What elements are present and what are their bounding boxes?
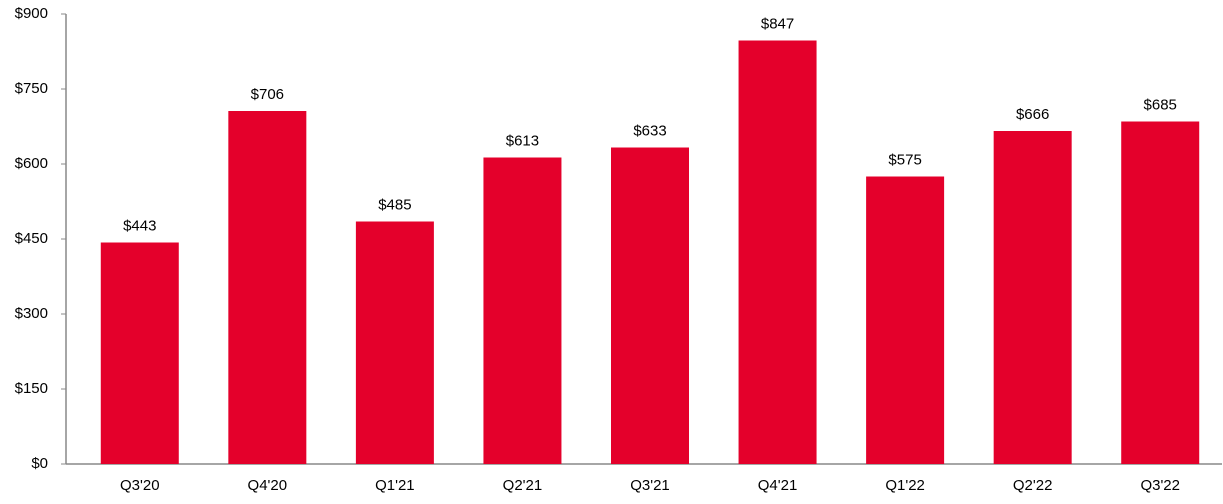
bar <box>1121 121 1200 464</box>
data-label: $666 <box>1016 106 1049 123</box>
bar <box>355 221 434 464</box>
x-tick-label: Q3'20 <box>120 477 160 494</box>
bar <box>866 176 945 464</box>
y-tick-label: $750 <box>15 80 48 97</box>
y-tick-label: $600 <box>15 155 48 172</box>
data-label: $847 <box>761 15 794 32</box>
x-tick-label: Q3'22 <box>1140 477 1180 494</box>
y-tick-label: $150 <box>15 380 48 397</box>
data-label: $575 <box>888 151 921 168</box>
bar <box>100 242 179 464</box>
x-tick-label: Q1'21 <box>375 477 415 494</box>
y-tick-label: $450 <box>15 230 48 247</box>
data-label: $685 <box>1144 96 1177 113</box>
data-label: $633 <box>633 122 666 139</box>
x-tick-label: Q1'22 <box>885 477 925 494</box>
bar <box>483 157 562 464</box>
x-tick-label: Q2'21 <box>503 477 543 494</box>
x-tick-label: Q4'21 <box>758 477 798 494</box>
bar <box>993 131 1072 464</box>
data-label: $443 <box>123 217 156 234</box>
y-tick-label: $900 <box>15 5 48 22</box>
data-label: $485 <box>378 196 411 213</box>
x-tick-label: Q2'22 <box>1013 477 1053 494</box>
y-tick-label: $300 <box>15 305 48 322</box>
data-label: $613 <box>506 132 539 149</box>
data-label: $706 <box>251 86 284 103</box>
x-tick-label: Q4'20 <box>248 477 288 494</box>
bar <box>228 111 307 464</box>
bar <box>738 40 817 464</box>
bar <box>611 147 689 464</box>
x-tick-label: Q3'21 <box>630 477 670 494</box>
y-tick-label: $0 <box>31 455 48 472</box>
